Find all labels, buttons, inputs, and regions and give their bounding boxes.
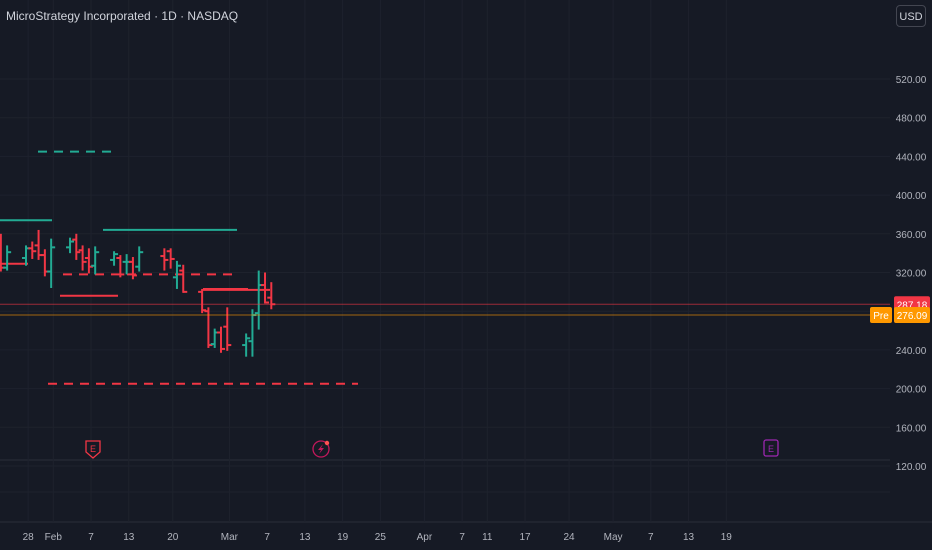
x-tick-label: 11 <box>482 532 493 543</box>
x-tick-label: 7 <box>648 532 654 543</box>
earnings-shield-shape <box>85 440 101 459</box>
earnings-past-icon[interactable]: E <box>85 440 101 459</box>
ohlc-bar <box>91 246 100 275</box>
pre-market-price-tag <box>894 306 930 323</box>
ohlc-bar <box>116 255 125 278</box>
symbol-title: MicroStrategy Incorporated · 1D · NASDAQ <box>6 9 239 23</box>
last-price-label: 287.18 <box>897 300 928 311</box>
ohlc-bar <box>128 257 137 280</box>
x-tick-label: 7 <box>88 532 94 543</box>
ohlc-bar <box>166 248 175 269</box>
y-tick-label: 520.00 <box>896 75 927 86</box>
y-tick-label: 360.00 <box>896 230 927 241</box>
x-tick-label: 19 <box>721 532 733 543</box>
x-tick-label: 7 <box>264 532 270 543</box>
split-event-icon[interactable] <box>312 440 330 458</box>
y-tick-label: 120.00 <box>896 462 927 473</box>
y-tick-label: 240.00 <box>896 346 927 357</box>
ohlc-bar <box>160 248 169 271</box>
x-tick-label: 25 <box>375 532 387 543</box>
x-tick-label: Feb <box>45 532 63 543</box>
ohlc-bar <box>261 272 270 304</box>
lightning-icon <box>318 444 324 454</box>
y-tick-label: 160.00 <box>896 423 927 434</box>
x-tick-label: 19 <box>337 532 349 543</box>
ohlc-bar <box>78 245 87 271</box>
y-tick-label: 320.00 <box>896 269 927 280</box>
y-tick-label: 200.00 <box>896 385 927 396</box>
ohlc-bars <box>0 229 276 357</box>
x-tick-label: 13 <box>683 532 695 543</box>
x-tick-label: May <box>604 532 623 543</box>
y-tick-label: 400.00 <box>896 191 927 202</box>
x-tick-label: Apr <box>417 532 433 543</box>
x-tick-label: 28 <box>23 532 35 543</box>
y-tick-label: 440.00 <box>896 152 927 163</box>
earnings-upcoming-icon[interactable]: E <box>763 439 779 457</box>
y-tick-label: 480.00 <box>896 114 927 125</box>
ohlc-bar <box>66 237 75 254</box>
event-dot <box>324 440 330 446</box>
x-tick-label: 20 <box>167 532 179 543</box>
ohlc-bar <box>28 241 37 259</box>
pre-market-badge <box>870 306 892 323</box>
x-tick-label: 13 <box>299 532 311 543</box>
ohlc-bar <box>3 245 12 271</box>
ohlc-bar <box>72 233 81 260</box>
ohlc-bar <box>172 260 181 289</box>
currency-button[interactable]: USD <box>896 5 926 27</box>
ohlc-bar <box>216 326 225 353</box>
x-tick-label: 17 <box>519 532 531 543</box>
ohlc-bar <box>135 246 144 272</box>
earnings-past-label: E <box>90 444 96 454</box>
x-tick-label: 13 <box>123 532 135 543</box>
pre-market-tag-label: Pre <box>873 311 889 322</box>
ohlc-bar <box>179 264 188 293</box>
pre-market-price-label: 276.09 <box>897 311 928 322</box>
ohlc-bar <box>242 333 251 357</box>
earnings-upcoming-box <box>763 439 779 457</box>
ohlc-bar <box>47 238 56 288</box>
ohlc-bar <box>110 251 119 266</box>
earnings-upcoming-label: E <box>768 444 774 454</box>
x-tick-label: Mar <box>221 532 239 543</box>
x-tick-label: 24 <box>564 532 576 543</box>
price-lines <box>0 303 890 316</box>
price-tags: 287.18 Pre 276.09 <box>870 296 930 323</box>
x-tick-label: 7 <box>459 532 465 543</box>
time-axis[interactable]: 28 Feb 7 13 20 Mar 7 13 19 25 Apr 7 11 17 24 May 7 13 19 <box>23 532 733 543</box>
